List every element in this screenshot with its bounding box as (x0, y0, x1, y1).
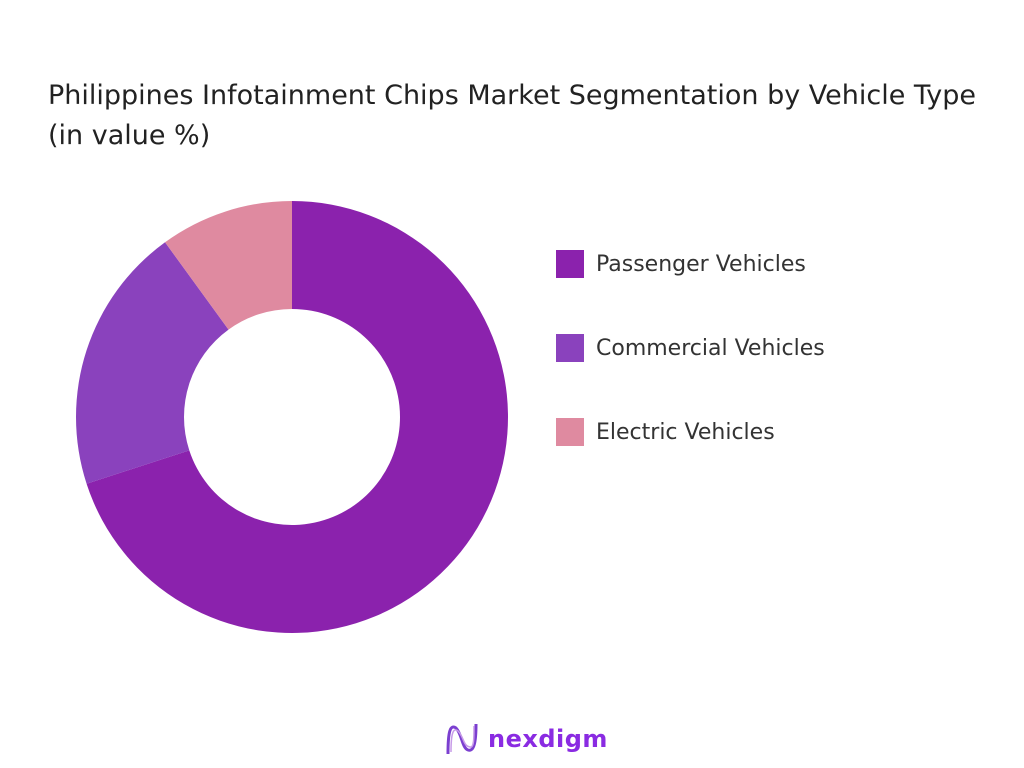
donut-slice-electric-vehicles (165, 201, 292, 330)
logo-wave-icon (446, 723, 478, 755)
donut-slice-passenger-vehicles (86, 201, 508, 633)
legend-label: Commercial Vehicles (596, 335, 825, 361)
legend-item-electric: Electric Vehicles (556, 418, 825, 446)
logo-text: nexdigm (488, 725, 608, 753)
donut-slice-commercial-vehicles (76, 242, 229, 484)
legend-item-commercial: Commercial Vehicles (556, 334, 825, 362)
chart-title: Philippines Infotainment Chips Market Se… (48, 80, 976, 151)
legend-swatch (556, 334, 584, 362)
legend-label: Electric Vehicles (596, 419, 775, 445)
legend-swatch (556, 418, 584, 446)
legend-swatch (556, 250, 584, 278)
legend-label: Passenger Vehicles (596, 251, 806, 277)
nexdigm-logo: nexdigm (444, 722, 608, 756)
legend: Passenger Vehicles Commercial Vehicles E… (556, 250, 825, 502)
legend-item-passenger: Passenger Vehicles (556, 250, 825, 278)
